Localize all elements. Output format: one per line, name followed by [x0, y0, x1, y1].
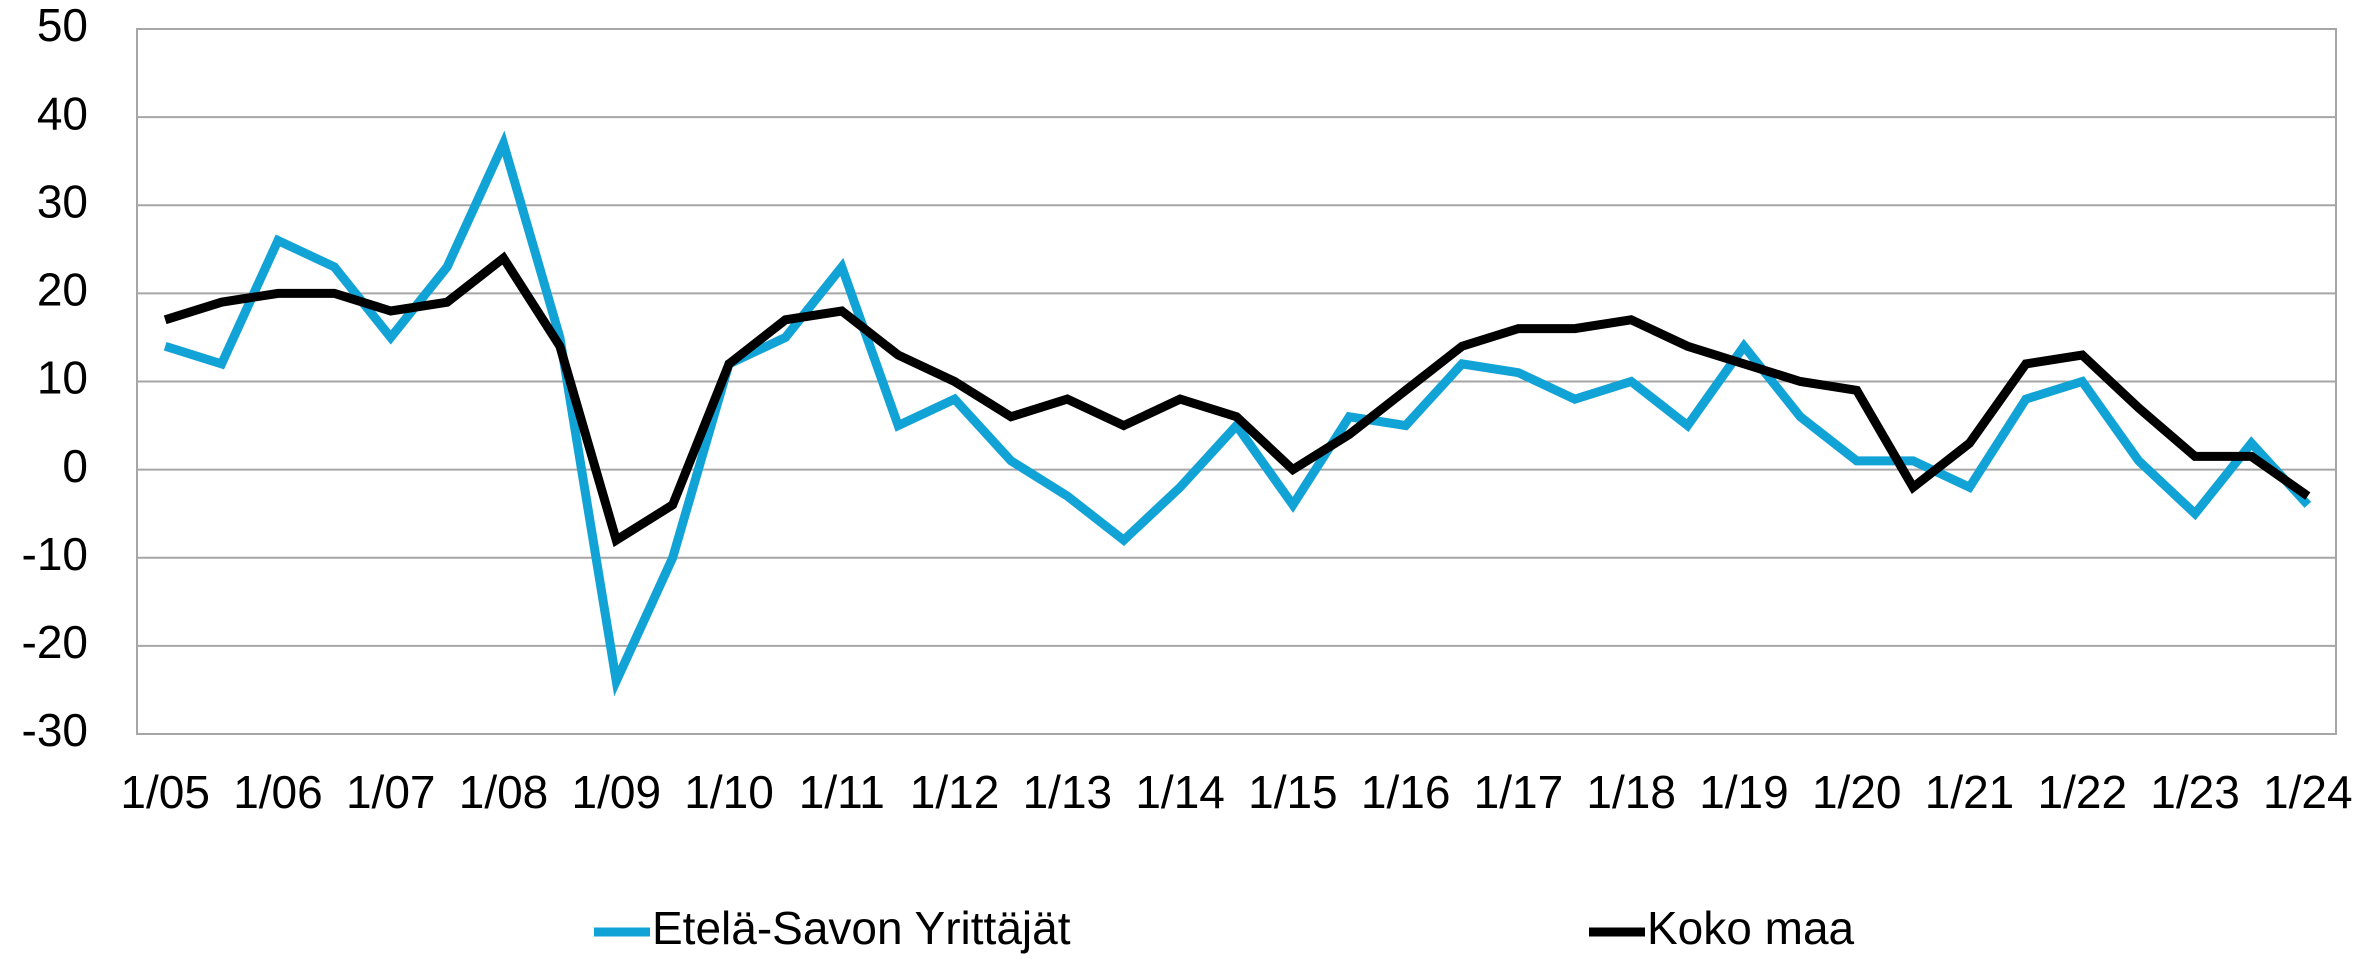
- series-line: [163, 130, 2312, 697]
- x-tick-label: 1/16: [1361, 766, 1451, 818]
- x-tick-label: 1/07: [346, 766, 436, 818]
- x-tick-label: 1/17: [1474, 766, 1564, 818]
- x-tick-label: 1/20: [1812, 766, 1902, 818]
- y-tick-label: -30: [22, 704, 88, 756]
- x-tick-label: 1/06: [233, 766, 323, 818]
- y-tick-label: 10: [37, 352, 88, 404]
- series-line: [163, 251, 2311, 548]
- y-tick-label: 20: [37, 264, 88, 316]
- x-tick-label: 1/23: [2150, 766, 2240, 818]
- plot-border: [136, 28, 2337, 735]
- y-tick-label: -10: [22, 528, 88, 580]
- x-tick-label: 1/08: [459, 766, 549, 818]
- x-tick-label: 1/12: [910, 766, 1000, 818]
- x-tick-label: 1/05: [120, 766, 210, 818]
- x-tick-label: 1/24: [2263, 766, 2353, 818]
- legend-label: Koko maa: [1647, 902, 1855, 954]
- x-tick-label: 1/21: [1925, 766, 2015, 818]
- y-tick-label: 0: [62, 440, 88, 492]
- x-tick-label: 1/10: [684, 766, 774, 818]
- x-tick-label: 1/13: [1023, 766, 1113, 818]
- x-tick-label: 1/15: [1248, 766, 1338, 818]
- y-tick-label: 40: [37, 87, 88, 139]
- x-tick-label: 1/18: [1586, 766, 1676, 818]
- x-tick-label: 1/09: [572, 766, 662, 818]
- legend-label: Etelä-Savon Yrittäjät: [652, 902, 1071, 954]
- x-tick-label: 1/19: [1699, 766, 1789, 818]
- x-tick-label: 1/14: [1135, 766, 1225, 818]
- x-tick-label: 1/11: [799, 766, 885, 818]
- y-tick-label: 50: [37, 0, 88, 51]
- y-tick-label: -20: [22, 616, 88, 668]
- y-tick-label: 30: [37, 175, 88, 227]
- x-tick-label: 1/22: [2038, 766, 2128, 818]
